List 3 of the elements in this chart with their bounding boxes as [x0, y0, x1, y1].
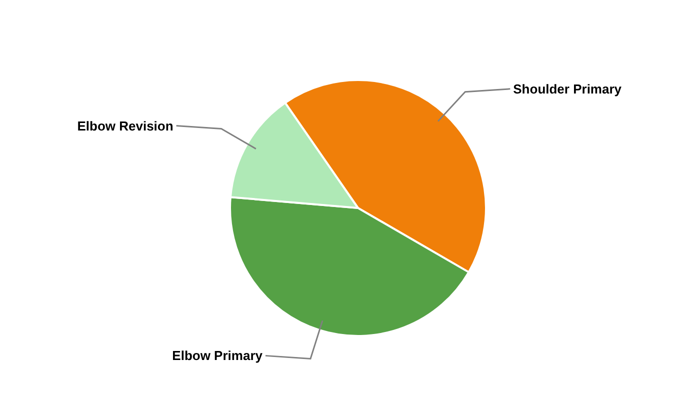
- slice-label: Shoulder Primary: [513, 81, 622, 96]
- slice-label: Elbow Primary: [172, 348, 264, 364]
- slice-label: Elbow Revision: [77, 118, 174, 134]
